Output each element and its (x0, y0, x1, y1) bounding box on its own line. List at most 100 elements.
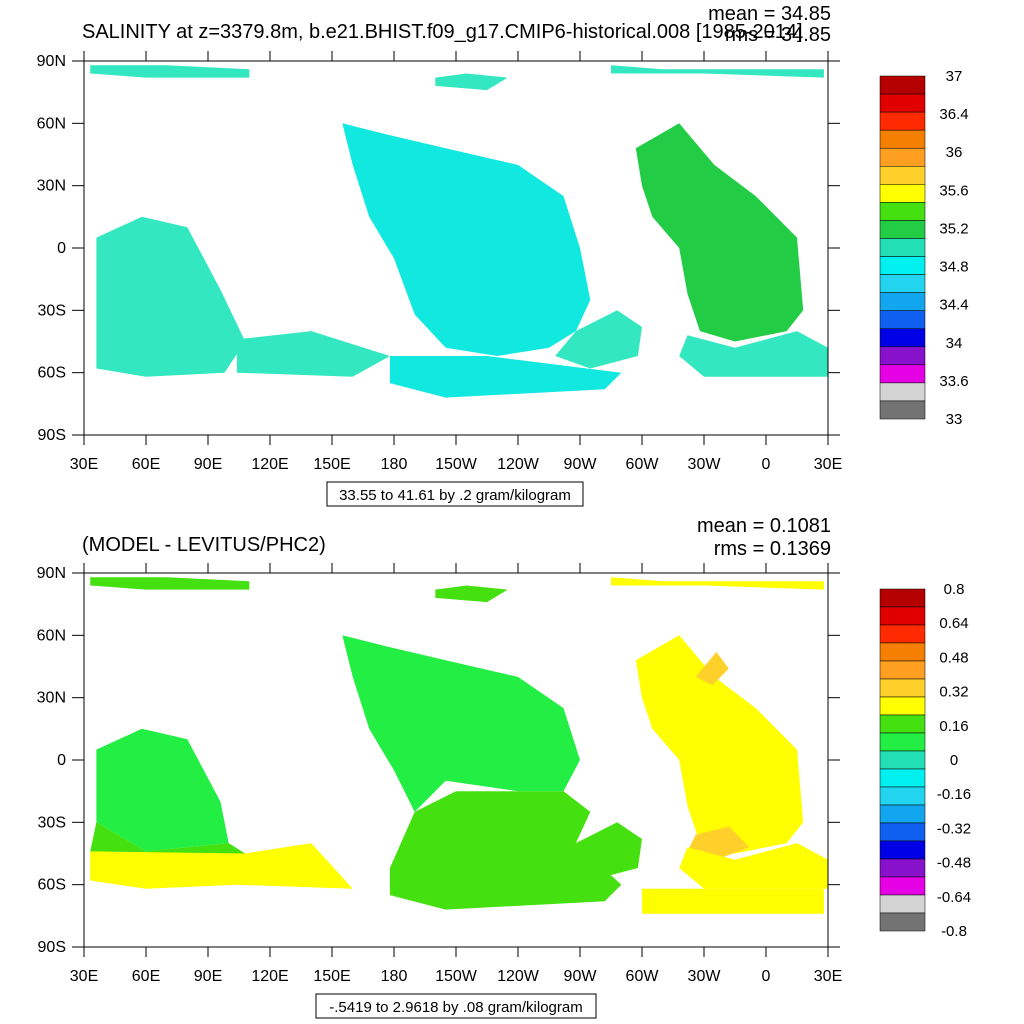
data-region-11 (90, 577, 250, 590)
colorbar-label: 36.4 (939, 106, 968, 123)
colorbar-swatch (879, 786, 926, 806)
colorbar-label: 0.32 (939, 684, 968, 701)
x-tick-label: 60E (132, 968, 160, 985)
colorbar-swatch (879, 912, 926, 932)
colorbar-swatch (879, 202, 926, 221)
colorbar-label: 36 (946, 144, 963, 161)
map-field (90, 65, 828, 398)
data-region-0 (342, 635, 580, 812)
data-region-13 (611, 577, 824, 590)
y-tick-label: 30S (38, 814, 66, 831)
data-region-10 (642, 888, 824, 914)
colorbar-label: 0.48 (939, 649, 968, 666)
colorbar-label: -0.16 (937, 786, 971, 803)
data-region-2 (236, 331, 390, 377)
colorbar-swatch (879, 894, 926, 914)
x-tick-label: 30E (70, 456, 98, 473)
x-tick-label: 0 (762, 968, 771, 985)
colorbar-label: 37 (946, 68, 963, 85)
colorbar-swatch (879, 238, 926, 257)
colorbar-label: -0.32 (937, 820, 971, 837)
colorbar-label: 35.6 (939, 182, 968, 199)
panel-title: SALINITY at z=3379.8m, b.e21.BHIST.f09_g… (82, 21, 803, 43)
y-tick-label: 90S (38, 427, 66, 444)
y-tick-label: 60S (38, 877, 66, 894)
y-tick-label: 0 (57, 240, 66, 257)
data-region-7 (695, 652, 729, 686)
x-tick-label: 30E (814, 968, 842, 985)
x-tick-label: 150W (435, 968, 478, 985)
y-tick-label: 30S (38, 302, 66, 319)
x-tick-label: 90E (194, 968, 222, 985)
y-tick-label: 60N (37, 627, 66, 644)
colorbar-swatch (879, 166, 926, 185)
colorbar-label: -0.48 (937, 855, 971, 872)
colorbar-swatch (879, 840, 926, 860)
range-note: -.5419 to 2.9618 by .08 gram/kilogram (329, 999, 582, 1016)
colorbar-swatch (879, 696, 926, 716)
x-tick-label: 120E (251, 456, 288, 473)
colorbar-swatch (879, 274, 926, 293)
colorbar-swatch (879, 660, 926, 680)
y-tick-label: 60S (38, 365, 66, 382)
colorbar-label: 33 (946, 411, 963, 428)
colorbar-swatch (879, 328, 926, 348)
colorbar-label: 34 (946, 335, 963, 352)
colorbar-swatch (879, 292, 926, 311)
colorbar-label: 34.4 (939, 297, 968, 314)
panel-title: (MODEL - LEVITUS/PHC2) (82, 534, 326, 556)
data-region-6 (679, 331, 828, 377)
data-region-6 (635, 635, 804, 854)
data-region-5 (555, 822, 642, 881)
x-tick-label: 150W (435, 456, 478, 473)
x-tick-label: 120E (251, 968, 288, 985)
colorbar-swatch (879, 624, 926, 644)
range-note-box (315, 993, 597, 1019)
data-region-12 (435, 585, 508, 603)
salinity-panel: SALINITY at z=3379.8m, b.e21.BHIST.f09_g… (37, 3, 969, 507)
x-tick-label: 120W (497, 968, 540, 985)
difference-panel: (MODEL - LEVITUS/PHC2) mean = 0.1081 rms… (37, 515, 971, 1019)
y-tick-label: 30N (37, 178, 66, 195)
axis-ticks: 30E 60E 90E 120E 150E 180 150W 120W 90W 60W 30W 0 30… (37, 563, 842, 985)
x-tick-label: 90E (194, 456, 222, 473)
axis-ticks: 30E 60E 90E 120E 150E 180 150W 120W 90W 60W 30W 0 30… (37, 51, 842, 473)
y-tick-label: 90N (37, 565, 66, 582)
colorbar-label: 34.8 (939, 259, 968, 276)
colorbar-label: -0.64 (937, 889, 971, 906)
x-tick-label: 180 (381, 968, 408, 985)
y-tick-label: 30N (37, 690, 66, 707)
colorbar-label: 33.6 (939, 373, 968, 390)
colorbar-swatch (879, 310, 926, 329)
data-region-9 (611, 65, 824, 78)
x-tick-label: 30W (688, 456, 722, 473)
colorbar-swatch (879, 858, 926, 878)
x-tick-label: 30E (814, 456, 842, 473)
colorbar-swatch (879, 220, 926, 239)
y-tick-label: 90N (37, 53, 66, 70)
data-region-9 (679, 843, 828, 889)
rms-stat: rms = 0.1369 (714, 538, 831, 560)
mean-stat: mean = 34.85 (708, 3, 831, 25)
colorbar-label: 0 (950, 752, 958, 769)
x-tick-label: 60W (626, 456, 660, 473)
colorbar-swatch (879, 184, 926, 203)
data-region-4 (555, 310, 642, 369)
colorbar-swatch (879, 642, 926, 662)
x-tick-label: 60W (626, 968, 660, 985)
colorbar-swatch (879, 876, 926, 896)
colorbar-label: 0.16 (939, 718, 968, 735)
x-tick-label: 150E (313, 968, 350, 985)
colorbar-label: 35.2 (939, 220, 968, 237)
data-region-2 (96, 728, 229, 852)
x-tick-label: 180 (381, 456, 408, 473)
colorbar-swatch (879, 111, 926, 131)
colorbar-swatch (879, 714, 926, 734)
colorbar: 0.8 0.64 0.48 0.32 0.16 0 -0.16 -0.32 -0.48 -0.64… (879, 581, 971, 940)
data-region-3 (90, 822, 246, 860)
colorbar-swatch (879, 804, 926, 824)
colorbar: 37 36.4 36 35.6 35.2 34.8 34.4 34 33.6 33 (879, 68, 969, 428)
colorbar-swatch (879, 129, 926, 149)
colorbar-swatch (879, 400, 926, 420)
